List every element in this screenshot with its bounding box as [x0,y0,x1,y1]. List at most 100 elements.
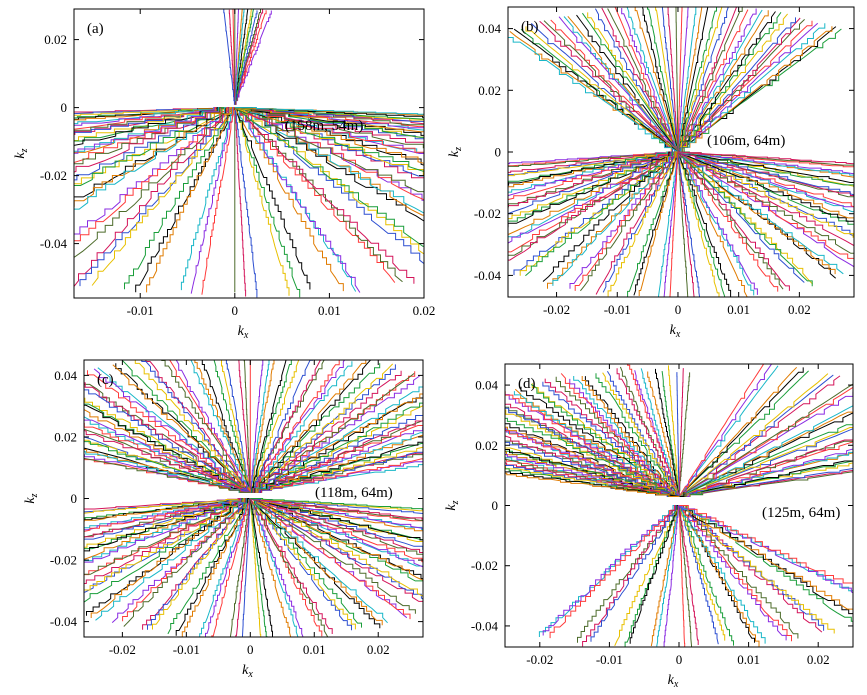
x-tick-label: 0.02 [367,642,390,657]
dispersion-curve [74,107,235,119]
dispersion-curve [679,367,804,497]
dispersion-curve [626,7,679,153]
dispersion-curve [678,151,854,183]
dispersion-curve [641,7,679,153]
dispersion-curve [205,498,251,637]
dispersion-curve [74,107,235,242]
dispersion-curve [250,415,423,493]
dispersion-curve [234,9,239,105]
dispersion-curve [678,386,853,497]
dispersion-curve [678,505,825,631]
y-tick-label: 0.02 [44,32,67,47]
dispersion-curve [84,416,251,493]
y-tick-label: -0.04 [471,618,499,633]
dispersion-curve [84,451,251,493]
dispersion-curve [678,151,854,225]
dispersion-curve [677,7,683,153]
dispersion-curve [563,16,679,153]
dispersion-curve [677,151,748,297]
dispersion-curve [677,151,854,219]
y-axis-label: kz [444,500,461,510]
dispersion-curve [211,498,251,637]
dispersion-curve [84,429,251,493]
dispersion-curve [678,375,841,497]
x-tick-label: -0.01 [596,652,623,667]
x-tick-label: -0.01 [173,642,200,657]
dispersion-curve [213,360,251,493]
dispersion-curve [668,365,680,497]
dispersion-curve [250,441,423,493]
dispersion-curve [250,498,268,637]
dispersion-curve [249,498,292,637]
dispersion-curve [84,498,251,584]
dispersion-curve [243,360,251,493]
y-tick-label: 0 [492,498,499,513]
dispersion-curve [84,419,251,493]
dispersion-curve [544,378,679,497]
dispersion-curve [677,151,854,196]
x-tick-label: 0.01 [318,303,341,318]
dispersion-curve [508,151,679,165]
panel-label: (a) [87,21,104,37]
dispersion-curve [663,151,679,297]
dispersion-curve [234,107,424,120]
dispersion-curve [234,9,254,105]
panel-label: (b) [521,19,539,35]
dispersion-curve [656,505,680,647]
dispersion-curve [250,498,423,567]
dispersion-curve [675,7,679,153]
dispersion-curve [678,151,854,238]
x-tick-label: -0.02 [526,652,553,667]
dispersion-curve [661,7,678,153]
dispersion-curve [250,425,423,493]
dispersion-curve [677,22,819,153]
y-tick-label: 0.02 [478,83,501,98]
dispersion-curve [678,365,779,497]
dispersion-curve [234,10,267,105]
y-tick-label: 0.04 [54,368,77,383]
dispersion-curve [655,7,678,153]
dispersion-curve [84,498,251,514]
dispersion-curve [508,151,679,253]
dispersion-curve [250,393,423,493]
dispersion-curve [508,151,679,184]
dispersion-curve [250,498,423,541]
y-tick-label: 0.02 [475,438,498,453]
dispersion-curve [678,439,853,497]
dispersion-curve [134,360,251,493]
dispersion-curve [633,151,679,296]
dispersion-curve [657,151,679,297]
x-tick-label: 0.02 [807,652,830,667]
dispersion-curve [677,151,854,187]
dispersion-curve [547,151,679,289]
dispersion-curve [679,505,693,647]
dispersion-curve [74,107,235,207]
dispersion-curve [250,360,340,493]
dispersion-curve [234,107,424,193]
dispersion-curve [84,498,251,523]
dispersion-curve [152,498,251,630]
dispersion-curve [505,468,679,497]
dispersion-curve [74,107,235,146]
dispersion-curve [678,374,834,497]
dispersion-curve [677,13,788,153]
dispersion-curve [508,151,679,208]
dispersion-curve [678,151,701,297]
curve-group [84,360,423,637]
dispersion-curve [616,368,679,497]
x-axis-label: kx [668,673,679,690]
dispersion-curve [234,9,264,105]
dispersion-curve [677,7,723,153]
dispersion-curve [678,7,729,153]
dispersion-curve [250,464,423,493]
y-tick-label: 0 [71,491,78,506]
dispersion-curve [250,498,423,568]
dispersion-curve [677,151,854,268]
parameter-annotation: (106m, 64m) [707,133,785,149]
dispersion-curve [627,151,678,297]
dispersion-curve [90,498,251,618]
dispersion-curve [678,505,686,647]
dispersion-curve [84,403,251,493]
dispersion-curve [607,151,678,297]
dispersion-curve [678,151,790,291]
